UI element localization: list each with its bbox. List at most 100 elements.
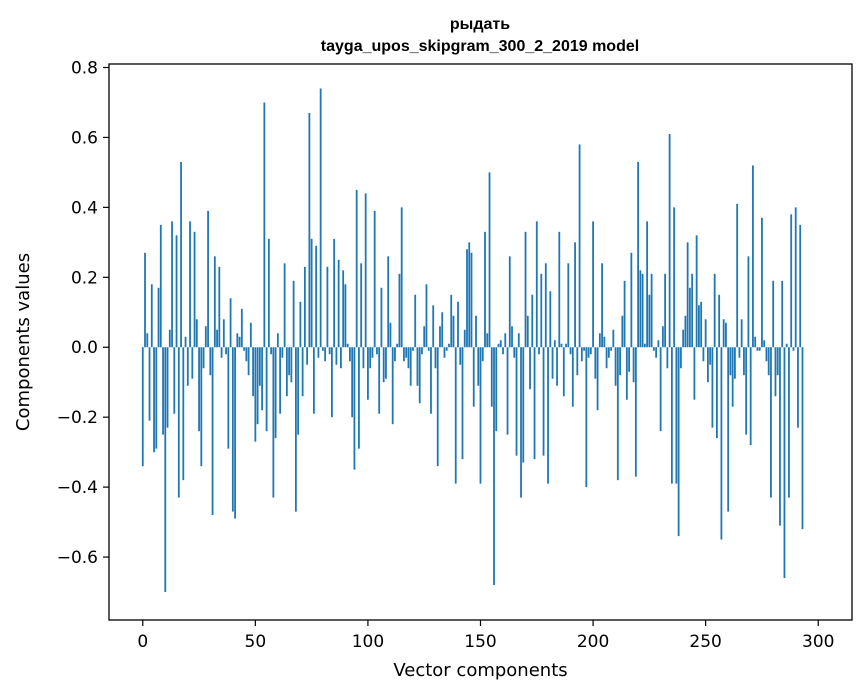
bar — [240, 308, 243, 348]
bar — [463, 329, 466, 348]
bar — [619, 347, 621, 376]
bar — [256, 347, 259, 425]
bar — [531, 294, 534, 348]
bar — [297, 347, 300, 435]
bar — [364, 193, 367, 348]
bar — [632, 347, 635, 383]
bar — [443, 347, 446, 358]
bar — [222, 319, 225, 348]
bar — [258, 347, 261, 386]
bar — [466, 249, 468, 348]
bar — [229, 298, 232, 348]
bar — [571, 347, 574, 407]
bar — [497, 343, 500, 348]
bar — [195, 319, 198, 348]
bar — [515, 347, 518, 456]
y-tick-label: −0.4 — [57, 478, 98, 498]
bar — [767, 347, 770, 376]
bar — [315, 245, 318, 348]
chart-subtitle: tayga_upos_skipgram_300_2_2019 model — [321, 38, 639, 55]
bar — [743, 347, 745, 376]
bar — [801, 347, 804, 530]
bar — [189, 221, 191, 348]
bar — [157, 287, 160, 348]
bar — [517, 333, 520, 348]
bar — [294, 347, 297, 512]
bar — [499, 340, 502, 348]
bar — [263, 102, 266, 348]
bar — [738, 347, 741, 358]
bar — [783, 347, 786, 579]
bar — [267, 238, 270, 348]
bar — [792, 347, 795, 351]
bar — [362, 347, 365, 369]
bar — [303, 266, 306, 348]
bar — [344, 284, 347, 348]
bar — [186, 347, 189, 386]
bar — [727, 347, 730, 512]
bar — [698, 305, 700, 348]
bar — [625, 347, 628, 400]
bar — [605, 347, 608, 369]
bar — [312, 347, 315, 414]
bar — [670, 347, 673, 484]
bar — [400, 207, 403, 348]
bar — [148, 347, 151, 421]
bar — [276, 333, 279, 348]
bar — [168, 329, 171, 348]
bar — [290, 347, 293, 383]
bar — [574, 242, 576, 348]
bar — [236, 333, 239, 348]
bar — [734, 347, 736, 379]
bar — [301, 347, 304, 397]
bar — [394, 347, 396, 362]
y-tick-label: 0.8 — [71, 58, 98, 78]
bar — [209, 347, 212, 376]
bar — [434, 347, 437, 369]
bar — [648, 294, 651, 348]
x-tick-label: 50 — [245, 632, 267, 652]
bar — [643, 343, 646, 348]
bar — [504, 333, 507, 348]
bar — [398, 273, 401, 348]
bar — [380, 287, 383, 348]
bar — [317, 347, 320, 358]
bar — [144, 252, 146, 348]
bar — [285, 347, 288, 397]
bar — [349, 347, 351, 362]
bar — [596, 347, 599, 411]
bar — [736, 203, 739, 348]
bar — [785, 343, 788, 348]
bar — [630, 252, 633, 348]
bar — [763, 340, 766, 348]
bar — [589, 347, 592, 355]
bar — [547, 347, 549, 484]
bar — [324, 347, 327, 362]
bar — [146, 333, 149, 348]
bar — [506, 347, 509, 435]
bar — [245, 347, 248, 362]
bar — [513, 347, 516, 358]
bar — [677, 347, 680, 537]
bar — [556, 347, 558, 386]
bar — [511, 326, 513, 348]
bar — [634, 347, 637, 477]
bar — [173, 347, 176, 414]
bar — [529, 347, 531, 390]
bar — [452, 315, 455, 348]
bar — [686, 242, 689, 348]
bar — [652, 347, 655, 351]
y-tick-label: 0.6 — [71, 128, 98, 148]
bar — [331, 347, 333, 418]
x-tick-label: 300 — [802, 632, 834, 652]
bar — [610, 347, 612, 351]
bar — [261, 347, 263, 411]
y-tick-label: −0.2 — [57, 408, 98, 428]
bar — [731, 347, 734, 407]
bar — [184, 336, 187, 348]
bar — [524, 231, 527, 348]
bar — [346, 343, 349, 348]
bar — [774, 347, 777, 397]
bar — [475, 315, 477, 348]
